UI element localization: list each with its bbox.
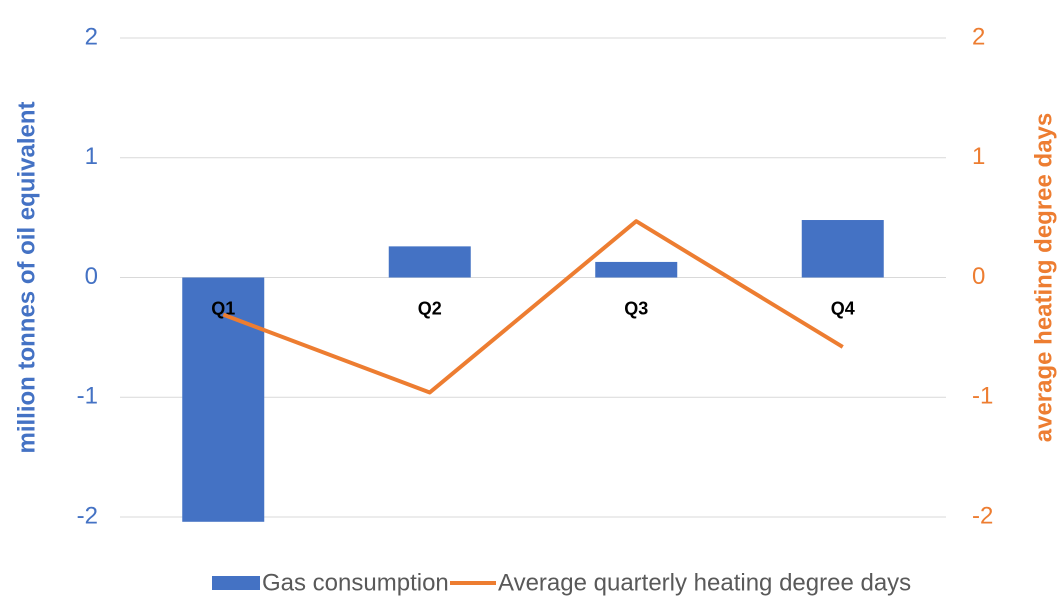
legend-label: Gas consumption <box>262 569 449 596</box>
line <box>222 219 844 395</box>
y-tick-label: 1 <box>85 143 98 170</box>
y2-axis-title: average heating degree days <box>1030 113 1057 442</box>
y2-tick-label: 2 <box>972 23 985 50</box>
x-tick-label: Q4 <box>831 298 855 318</box>
bar <box>182 277 265 522</box>
y2-tick-label: 0 <box>972 263 985 290</box>
y2-tick-label: 1 <box>972 143 985 170</box>
y-tick-label: 0 <box>85 263 98 290</box>
bar <box>388 246 471 278</box>
legend-label: Average quarterly heating degree days <box>498 569 911 596</box>
y2-tick-label: -2 <box>972 502 993 529</box>
y-tick-label: -2 <box>77 502 98 529</box>
bar <box>801 220 884 278</box>
y-tick-label: -1 <box>77 383 98 410</box>
x-tick-label: Q3 <box>624 298 648 318</box>
bar <box>595 261 678 278</box>
y-tick-label: 2 <box>85 23 98 50</box>
x-tick-label: Q1 <box>211 298 235 318</box>
y2-tick-label: -1 <box>972 383 993 410</box>
legend-swatch <box>212 576 260 590</box>
y-axis-title: million tonnes of oil equivalent <box>13 101 40 453</box>
x-tick-label: Q2 <box>418 298 442 318</box>
